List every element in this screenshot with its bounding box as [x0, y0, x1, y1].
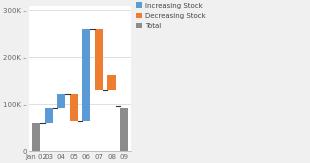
Bar [57, 94, 65, 108]
Bar [32, 123, 40, 151]
Bar [108, 75, 116, 90]
Bar [70, 94, 78, 121]
Legend: Increasing Stock, Decreasing Stock, Total: Increasing Stock, Decreasing Stock, Tota… [135, 2, 207, 30]
Bar [120, 108, 128, 151]
Bar [82, 29, 91, 121]
Bar [45, 108, 53, 123]
Bar [95, 29, 103, 90]
